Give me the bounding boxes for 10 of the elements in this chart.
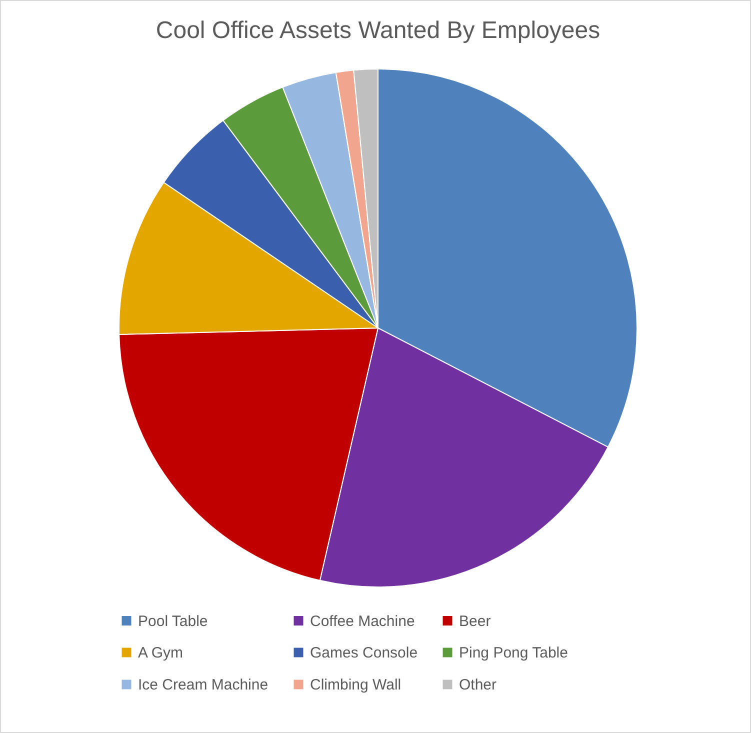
legend-label: Ice Cream Machine	[138, 676, 268, 694]
legend-label: Beer	[459, 612, 491, 630]
legend-label: Ping Pong Table	[459, 644, 568, 662]
legend-label: Climbing Wall	[310, 676, 402, 694]
legend-label: A Gym	[138, 644, 184, 662]
legend-label: Other	[459, 676, 497, 694]
legend-label: Pool Table	[138, 612, 208, 630]
chart-title: Cool Office Assets Wanted By Employees	[156, 17, 600, 44]
legend-label: Coffee Machine	[310, 612, 415, 630]
legend-label: Games Console	[310, 644, 418, 662]
